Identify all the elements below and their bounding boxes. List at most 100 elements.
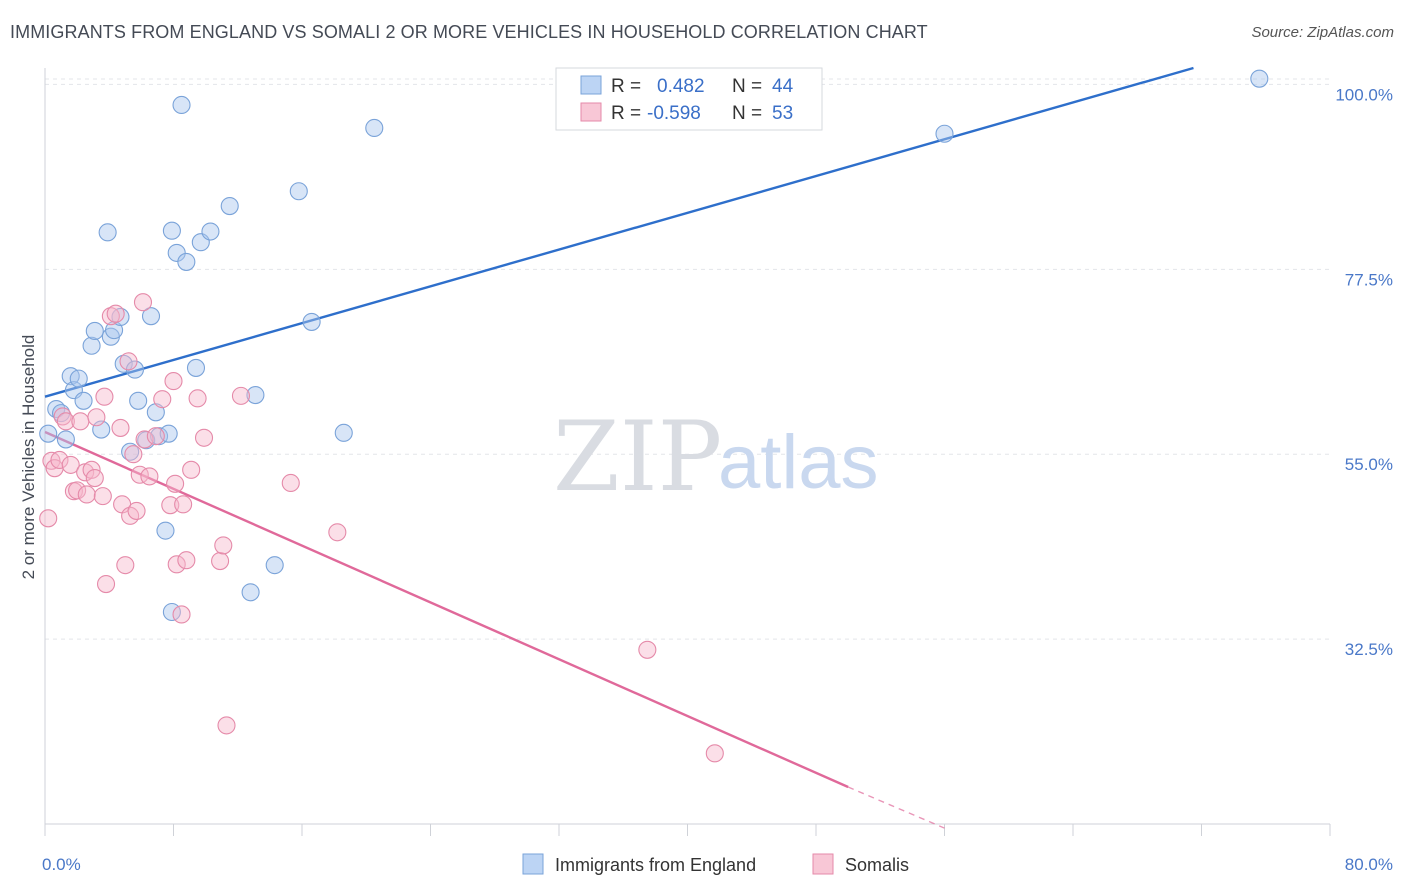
stats-r-value-england: 0.482 <box>657 76 705 97</box>
point-1-42 <box>194 428 214 447</box>
stats-n-label-england: N = <box>732 76 762 97</box>
x-tick-labels: 0.0% 80.0% <box>42 855 1393 874</box>
point-1-47 <box>281 473 300 493</box>
point-0-8 <box>82 336 101 355</box>
point-1-25 <box>124 445 143 464</box>
point-0-15 <box>114 354 133 373</box>
x-tick-label-0: 0.0% <box>42 855 81 874</box>
series-0-points <box>39 69 1269 622</box>
point-0-32 <box>201 222 220 241</box>
point-1-48 <box>328 523 347 542</box>
stats-swatch-england <box>580 75 602 95</box>
point-0-11 <box>98 223 117 242</box>
point-0-21 <box>146 403 165 422</box>
point-0-36 <box>265 556 284 575</box>
y-tick-label-1: 55.0% <box>1345 455 1393 474</box>
point-1-39 <box>177 551 196 570</box>
legend-swatch-somalis <box>812 853 834 875</box>
point-1-5 <box>56 412 75 431</box>
point-1-16 <box>95 387 114 406</box>
stats-r-label-somalis: R = <box>611 103 641 124</box>
point-0-40 <box>365 118 384 138</box>
point-0-37 <box>289 182 308 201</box>
stats-legend: R = 0.482 N = 44 R = -0.598 N = 53 <box>555 67 823 131</box>
point-0-30 <box>186 358 206 377</box>
point-1-29 <box>135 430 154 449</box>
point-1-44 <box>214 536 233 555</box>
point-1-15 <box>93 487 112 506</box>
point-0-16 <box>121 442 140 461</box>
legend-label-england: Immigrants from England <box>555 855 756 875</box>
point-1-34 <box>164 372 183 391</box>
point-0-42 <box>1250 69 1269 88</box>
point-1-46 <box>231 386 251 405</box>
stats-n-label-somalis: N = <box>732 103 762 124</box>
point-1-9 <box>71 412 90 431</box>
chart-title: IMMIGRANTS FROM ENGLAND VS SOMALI 2 OR M… <box>10 22 928 42</box>
point-0-27 <box>167 243 186 262</box>
stats-n-value-somalis: 53 <box>772 103 793 124</box>
point-0-7 <box>74 391 93 410</box>
point-0-28 <box>172 95 191 115</box>
y-tick-label-3: 100.0% <box>1335 85 1393 104</box>
grid-lines <box>45 78 1330 640</box>
x-tick-label-1: 80.0% <box>1345 855 1393 874</box>
point-0-41 <box>935 124 954 143</box>
point-1-28 <box>133 293 153 312</box>
point-1-43 <box>211 551 230 571</box>
point-0-35 <box>246 386 265 405</box>
point-0-26 <box>162 221 181 240</box>
point-1-3 <box>50 450 69 470</box>
source-label: Source: ZipAtlas.com <box>1251 24 1394 41</box>
point-1-13 <box>85 468 104 488</box>
point-1-50 <box>705 744 724 763</box>
point-1-11 <box>77 485 96 504</box>
point-0-14 <box>111 307 130 327</box>
point-0-39 <box>334 423 353 442</box>
point-0-23 <box>156 521 175 540</box>
legend: Immigrants from England Somalis <box>522 853 909 875</box>
point-1-30 <box>140 467 159 486</box>
point-1-22 <box>116 556 135 575</box>
point-1-45 <box>217 716 236 735</box>
point-0-18 <box>129 391 148 410</box>
watermark: ZIP atlas <box>553 401 879 513</box>
y-tick-labels: 32.5% 55.0% 77.5% 100.0% <box>1335 85 1393 659</box>
watermark-zip: ZIP <box>553 401 722 513</box>
point-0-3 <box>56 430 75 449</box>
point-0-20 <box>141 307 161 326</box>
axes <box>44 68 1331 836</box>
point-1-41 <box>188 389 207 408</box>
point-1-49 <box>638 640 657 659</box>
point-1-35 <box>166 474 185 493</box>
watermark-atlas: atlas <box>718 420 879 505</box>
point-0-0 <box>39 424 58 443</box>
y-tick-label-2: 77.5% <box>1345 270 1393 289</box>
point-1-26 <box>127 501 146 520</box>
point-1-38 <box>174 495 193 514</box>
stats-swatch-somalis <box>580 102 602 122</box>
point-1-6 <box>61 455 80 474</box>
point-1-32 <box>153 390 172 409</box>
point-1-37 <box>172 605 191 624</box>
point-1-33 <box>161 496 180 515</box>
data-points <box>39 69 1269 763</box>
point-1-20 <box>111 418 130 437</box>
y-axis-label: 2 or more Vehicles in Household <box>19 335 38 580</box>
y-tick-label-0: 32.5% <box>1345 640 1393 659</box>
point-1-18 <box>101 307 120 326</box>
point-0-33 <box>220 197 239 216</box>
stats-n-value-england: 44 <box>772 76 794 97</box>
point-1-14 <box>87 408 106 427</box>
trend-line-dashed-1 <box>847 786 945 829</box>
point-1-40 <box>182 460 201 479</box>
point-0-34 <box>241 583 260 602</box>
point-0-29 <box>177 252 196 271</box>
point-0-6 <box>69 369 88 388</box>
legend-swatch-england <box>522 853 544 875</box>
point-0-38 <box>302 312 321 331</box>
legend-label-somalis: Somalis <box>845 855 909 875</box>
stats-r-value-somalis: -0.598 <box>647 103 701 124</box>
series-1-points <box>39 293 724 763</box>
